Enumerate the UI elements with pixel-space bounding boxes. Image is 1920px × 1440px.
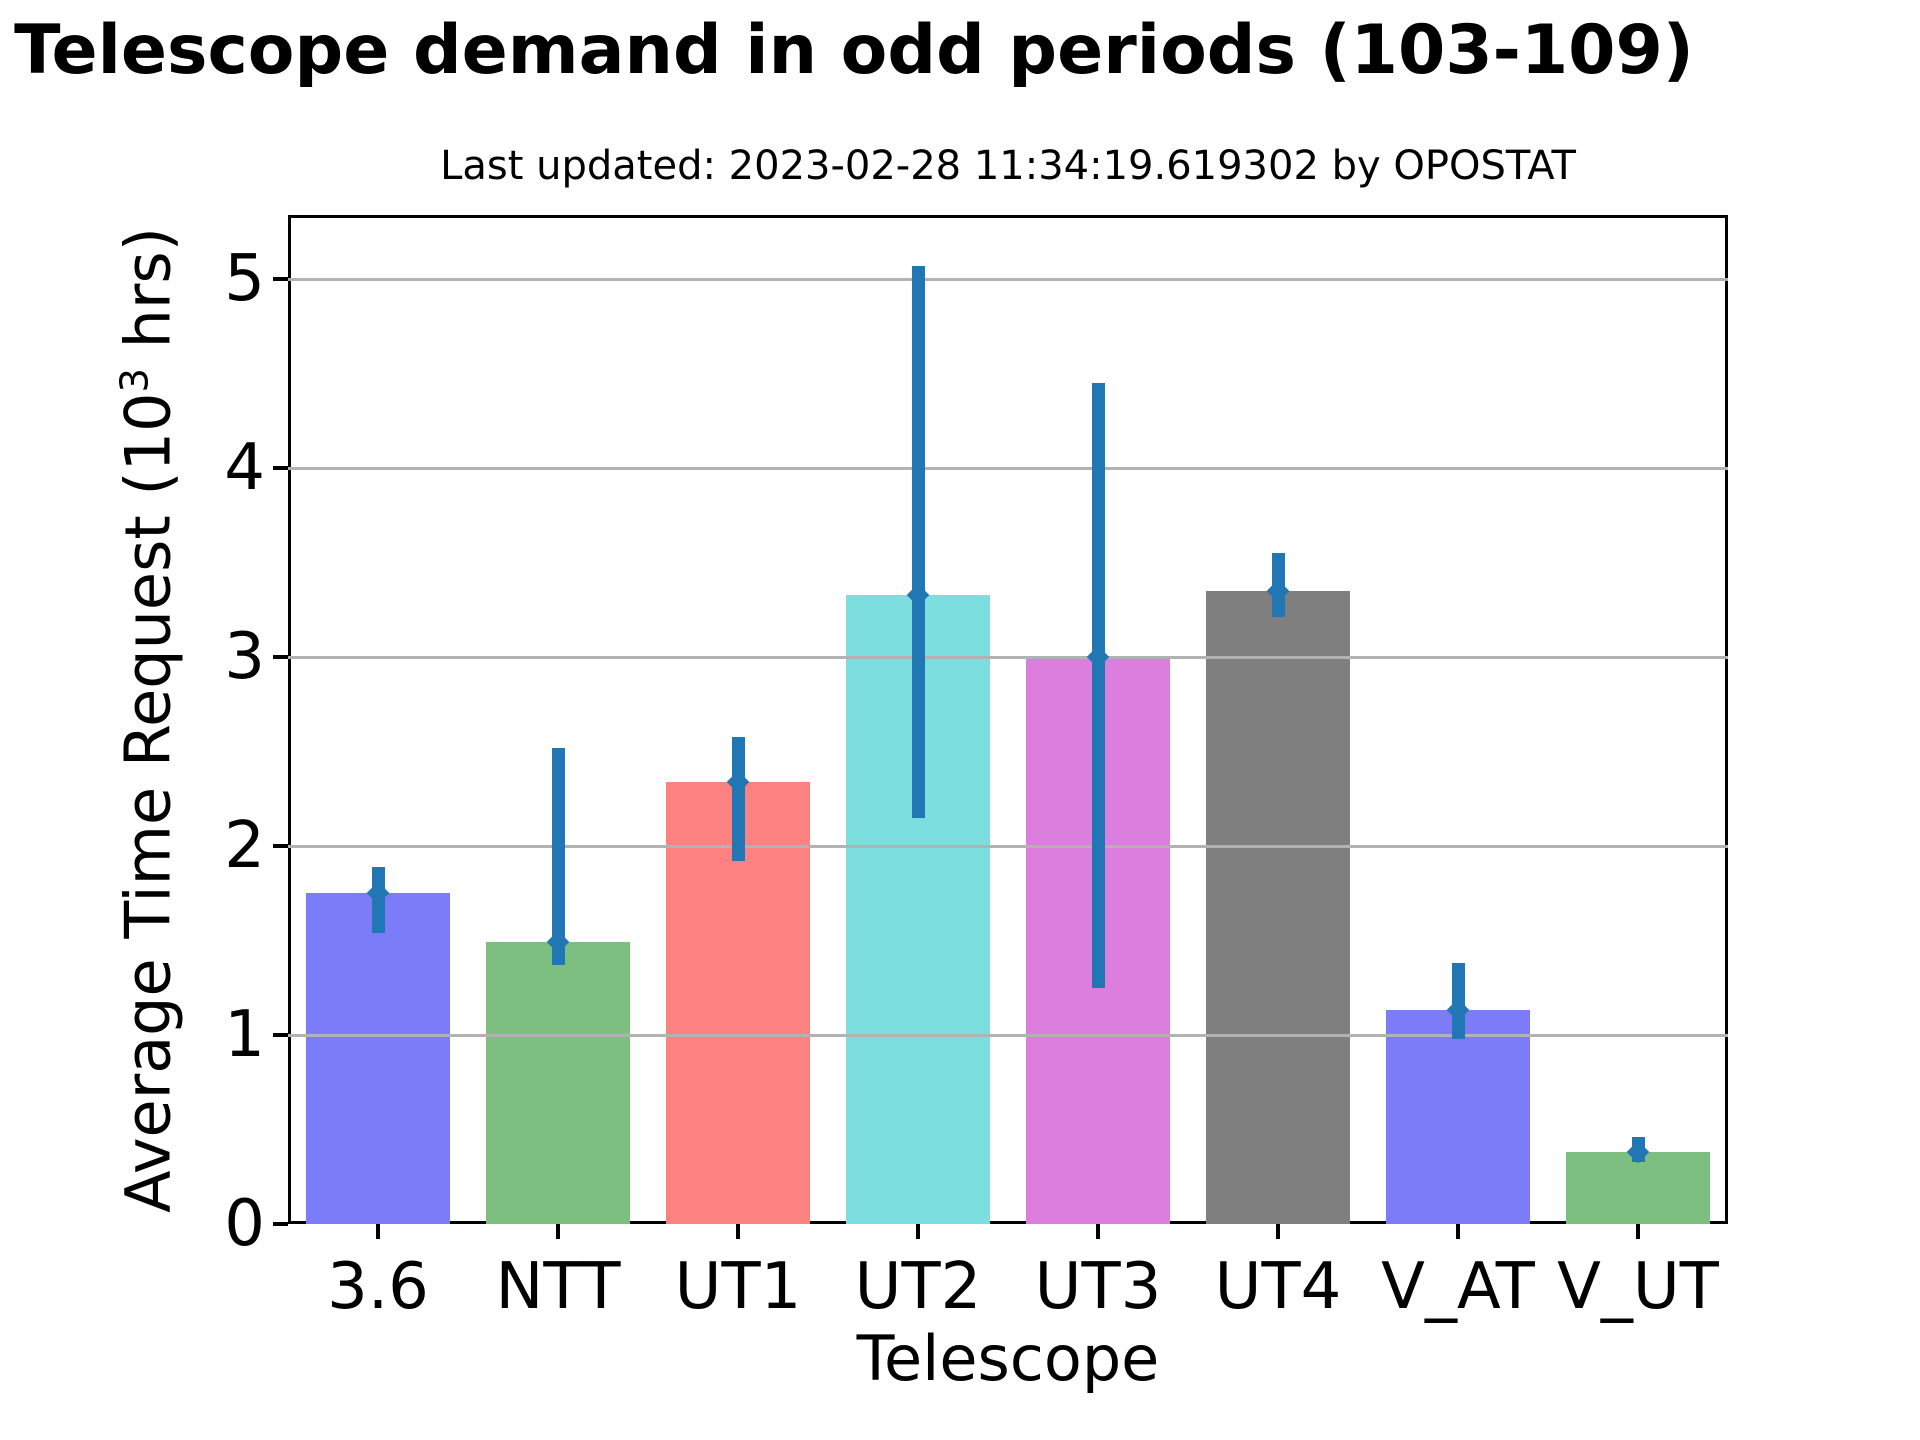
y-tick-label: 2	[224, 809, 265, 884]
x-tick-mark	[736, 1224, 740, 1239]
y-tick-mark	[273, 1222, 288, 1226]
y-tick-mark	[273, 844, 288, 849]
x-tick-label: UT1	[674, 1250, 802, 1324]
error-bar-NTT	[551, 747, 565, 966]
x-tick-label: UT4	[1214, 1250, 1342, 1324]
error-bar-UT3	[1091, 383, 1105, 988]
chart-subtitle: Last updated: 2023-02-28 11:34:19.619302…	[440, 143, 1576, 189]
error-bar-UT2	[911, 266, 925, 818]
x-tick-label: UT2	[854, 1250, 982, 1324]
x-tick-label: V_UT	[1557, 1250, 1719, 1324]
h-gridline	[288, 277, 1728, 281]
x-tick-mark	[1096, 1224, 1100, 1239]
x-tick-label: 3.6	[327, 1250, 429, 1324]
x-tick-label: NTT	[495, 1250, 621, 1324]
y-tick-label: 4	[224, 431, 265, 506]
h-gridline	[288, 1033, 1728, 1037]
x-tick-mark	[556, 1224, 560, 1239]
y-tick-mark	[273, 1033, 288, 1038]
bar-NTT	[486, 942, 630, 1224]
x-axis-label: Telescope	[856, 1322, 1160, 1395]
plot-area	[288, 215, 1728, 1224]
bar-UT4	[1206, 591, 1350, 1224]
h-gridline	[288, 466, 1728, 470]
y-axis-label-text: Average Time Request (10	[111, 392, 185, 1213]
y-tick-label: 3	[224, 620, 265, 695]
y-axis-label-superscript: 3	[112, 368, 158, 393]
h-gridline	[288, 844, 1728, 848]
bar-3.6	[306, 893, 450, 1224]
x-tick-mark	[1636, 1224, 1640, 1239]
x-tick-label: UT3	[1034, 1250, 1162, 1324]
x-tick-mark	[916, 1224, 920, 1239]
y-tick-mark	[273, 277, 288, 282]
bar-V_UT	[1566, 1152, 1710, 1224]
y-tick-label: 5	[224, 242, 265, 317]
error-bar-UT1	[731, 736, 745, 862]
h-gridline	[288, 655, 1728, 659]
x-tick-mark	[1276, 1224, 1280, 1239]
y-tick-mark	[273, 466, 288, 471]
y-tick-label: 1	[224, 998, 265, 1073]
bar-V_AT	[1386, 1010, 1530, 1224]
chart-title: Telescope demand in odd periods (103-109…	[14, 11, 1694, 90]
x-tick-mark	[376, 1224, 380, 1239]
x-tick-label: V_AT	[1381, 1250, 1535, 1324]
x-tick-mark	[1456, 1224, 1460, 1239]
y-tick-mark	[273, 655, 288, 660]
y-tick-label: 0	[224, 1187, 265, 1261]
